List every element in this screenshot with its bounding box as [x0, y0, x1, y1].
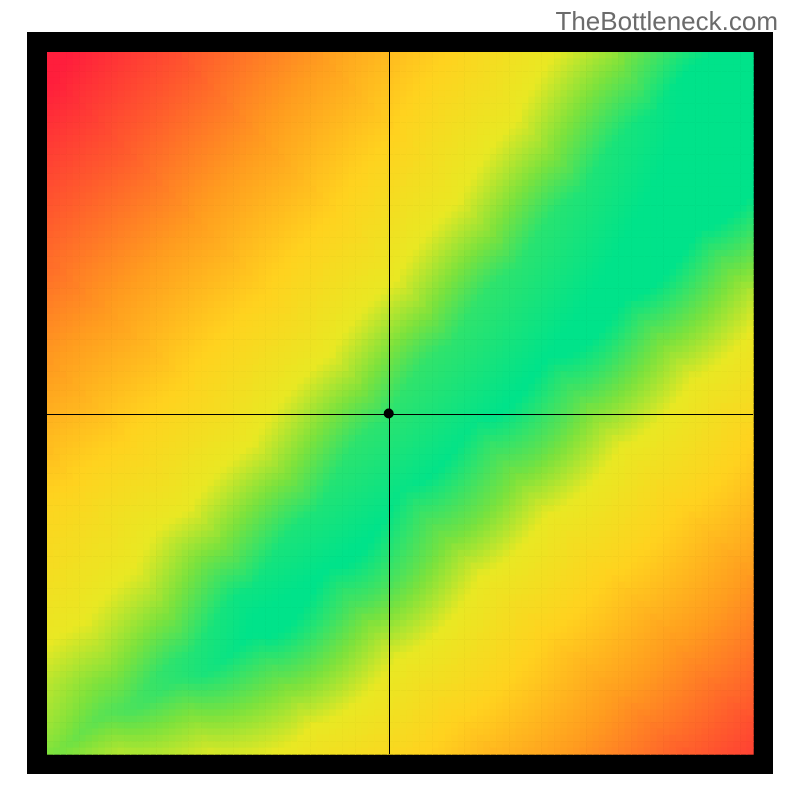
watermark-label: TheBottleneck.com — [555, 6, 778, 37]
chart-container: TheBottleneck.com — [0, 0, 800, 800]
bottleneck-heatmap — [0, 0, 800, 800]
